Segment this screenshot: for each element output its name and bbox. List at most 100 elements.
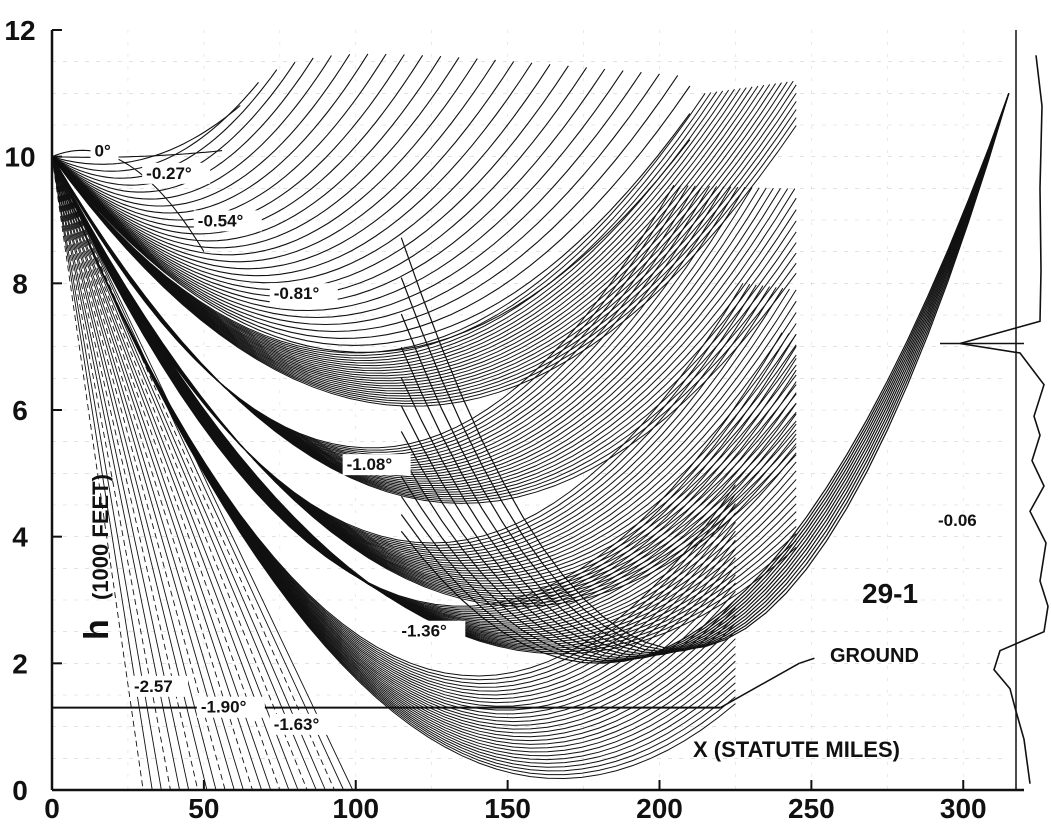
ray-path bbox=[51, 156, 797, 607]
ray-path bbox=[400, 93, 1010, 657]
ray-label: 0° bbox=[95, 142, 111, 161]
ray-path bbox=[51, 156, 253, 791]
ray-label-bg bbox=[269, 283, 338, 305]
ray-path bbox=[51, 156, 244, 791]
ray-path bbox=[400, 93, 1010, 659]
x-tick-label: 200 bbox=[636, 793, 683, 824]
ray-path bbox=[51, 156, 144, 791]
axes bbox=[50, 29, 1024, 792]
ray-path bbox=[51, 54, 351, 207]
ray-path bbox=[51, 156, 345, 791]
ray-label: -0.54° bbox=[198, 211, 244, 230]
ray-path bbox=[51, 150, 223, 158]
ray-label-bg bbox=[397, 620, 466, 642]
ray-path bbox=[400, 93, 1010, 664]
ray-label: -1.90° bbox=[201, 698, 247, 717]
ray-path bbox=[51, 61, 515, 270]
ray-path bbox=[51, 156, 326, 791]
ray-path bbox=[51, 156, 235, 791]
y-tick-label: 0 bbox=[12, 775, 28, 806]
ray-path bbox=[51, 125, 797, 407]
ray-label-bg bbox=[196, 696, 265, 718]
ray-path bbox=[51, 57, 460, 249]
ground-leader bbox=[719, 662, 800, 709]
x-tick-label: 300 bbox=[940, 793, 987, 824]
ray-path bbox=[51, 85, 691, 339]
ray-path bbox=[51, 156, 308, 791]
ray-path bbox=[51, 156, 281, 791]
ray-label: -1.63° bbox=[274, 715, 320, 734]
ray-label-bg bbox=[90, 140, 119, 162]
ray-path bbox=[51, 70, 624, 312]
ray-path bbox=[51, 57, 314, 193]
ray-path bbox=[51, 156, 797, 504]
x-tick-label: 150 bbox=[484, 793, 531, 824]
x-axis-title: X (STATUTE MILES) bbox=[693, 737, 900, 762]
ray-label-bg bbox=[342, 454, 411, 476]
ray-path bbox=[51, 55, 442, 242]
ray-path bbox=[51, 71, 642, 319]
ray-label: -2.57 bbox=[134, 677, 173, 696]
ray-path bbox=[51, 156, 217, 791]
ray-label-bg bbox=[142, 162, 211, 184]
ray-path bbox=[51, 156, 335, 791]
ray-label-bg bbox=[269, 713, 338, 735]
ground-leader bbox=[798, 657, 815, 665]
ray-path bbox=[51, 156, 797, 655]
ray-path bbox=[51, 58, 478, 256]
y-tick-label: 12 bbox=[4, 15, 35, 46]
ray-path bbox=[400, 93, 1010, 663]
y-tick-labels: 0 2 4 6 8 10 12 bbox=[4, 15, 35, 806]
ray-path bbox=[51, 156, 263, 791]
ray-path bbox=[400, 93, 1010, 653]
ray-path bbox=[51, 105, 241, 165]
y-tick-label: 8 bbox=[12, 268, 28, 299]
ray-path bbox=[51, 156, 290, 791]
ray-path bbox=[51, 149, 205, 252]
refractivity-profile bbox=[940, 55, 1049, 784]
ray-path bbox=[51, 55, 332, 200]
x-tick-label: 250 bbox=[788, 793, 835, 824]
ray-path bbox=[51, 113, 691, 346]
ray-path bbox=[51, 156, 171, 791]
ray-path bbox=[400, 93, 1010, 661]
profile-label: -0.06 bbox=[938, 511, 977, 530]
ray-path bbox=[51, 62, 533, 277]
ray-path bbox=[400, 93, 1010, 661]
ray-path bbox=[51, 156, 299, 791]
ray-path bbox=[51, 156, 272, 791]
x-tick-label: 0 bbox=[44, 793, 60, 824]
ray-label: -0.27° bbox=[146, 164, 192, 183]
profile-curve bbox=[959, 55, 1049, 784]
y-axis-symbol: h bbox=[78, 619, 116, 640]
ray-path bbox=[51, 156, 354, 791]
ray-path bbox=[51, 53, 369, 214]
ray-path bbox=[51, 59, 496, 263]
ray-label-bg bbox=[130, 675, 189, 697]
ray-path bbox=[51, 89, 730, 364]
y-tick-label: 2 bbox=[12, 648, 28, 679]
ray-label-bg bbox=[193, 210, 262, 232]
ray-path bbox=[51, 93, 706, 354]
grid bbox=[52, 30, 1004, 790]
x-tick-label: 50 bbox=[188, 793, 219, 824]
ray-label: -1.08° bbox=[347, 455, 393, 474]
ray-path bbox=[400, 93, 1010, 658]
y-tick-label: 6 bbox=[12, 395, 28, 426]
y-axis-unit: (1000 FEET) bbox=[88, 474, 113, 600]
ray-path bbox=[400, 93, 1010, 651]
ray-path bbox=[51, 156, 317, 791]
x-tick-label: 100 bbox=[332, 793, 379, 824]
ray-angle-labels: 0° -0.27° -0.54° -0.81° -1.08° -1.36° -1.63° -1… bbox=[90, 140, 466, 735]
ray-path bbox=[51, 75, 679, 333]
ray-path bbox=[400, 93, 1010, 654]
ray-path bbox=[51, 63, 551, 284]
ray-label: -0.81° bbox=[274, 284, 320, 303]
ray-path bbox=[51, 84, 771, 382]
y-tick-label: 10 bbox=[4, 142, 35, 173]
ray-path bbox=[51, 73, 660, 326]
case-label: 29-1 bbox=[862, 578, 918, 609]
ray-label: -1.36° bbox=[401, 622, 447, 641]
y-tick-label: 4 bbox=[12, 522, 28, 553]
